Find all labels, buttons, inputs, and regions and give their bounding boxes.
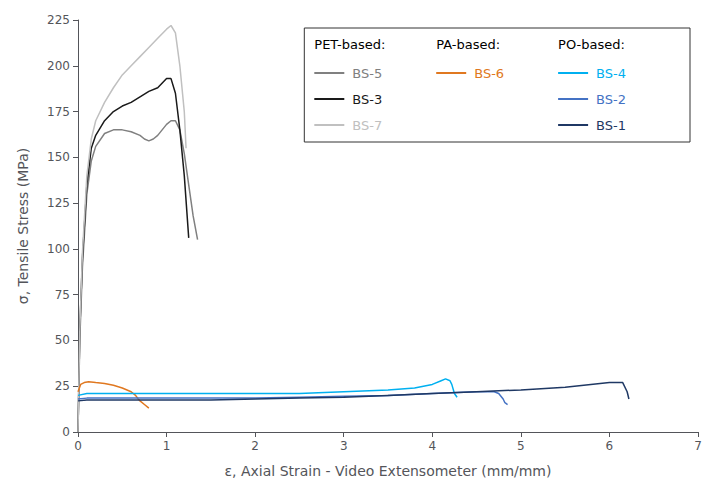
svg-text:0: 0 (62, 425, 70, 439)
svg-text:5: 5 (517, 439, 525, 453)
svg-text:25: 25 (55, 379, 70, 393)
svg-text:ε, Axial Strain - Video Extens: ε, Axial Strain - Video Extensometer (mm… (225, 463, 552, 479)
svg-text:225: 225 (47, 13, 70, 27)
svg-text:PET-based:: PET-based: (314, 37, 385, 52)
svg-text:PA-based:: PA-based: (436, 37, 500, 52)
svg-text:2: 2 (251, 439, 259, 453)
svg-text:200: 200 (47, 59, 70, 73)
svg-text:BS-2: BS-2 (596, 92, 626, 107)
svg-text:125: 125 (47, 196, 70, 210)
svg-text:BS-7: BS-7 (352, 118, 382, 133)
svg-text:6: 6 (606, 439, 614, 453)
svg-text:σ, Tensile Stress (MPa): σ, Tensile Stress (MPa) (15, 148, 31, 304)
svg-text:150: 150 (47, 150, 70, 164)
svg-text:100: 100 (47, 242, 70, 256)
svg-text:0: 0 (74, 439, 82, 453)
svg-text:175: 175 (47, 105, 70, 119)
svg-text:BS-4: BS-4 (596, 66, 626, 81)
svg-text:BS-1: BS-1 (596, 118, 626, 133)
svg-text:75: 75 (55, 288, 70, 302)
svg-text:4: 4 (428, 439, 436, 453)
svg-text:BS-6: BS-6 (474, 66, 504, 81)
svg-text:PO-based:: PO-based: (558, 37, 625, 52)
svg-text:BS-5: BS-5 (352, 66, 382, 81)
svg-text:50: 50 (55, 333, 70, 347)
svg-text:1: 1 (163, 439, 171, 453)
svg-text:7: 7 (694, 439, 702, 453)
svg-text:3: 3 (340, 439, 348, 453)
svg-text:BS-3: BS-3 (352, 92, 382, 107)
